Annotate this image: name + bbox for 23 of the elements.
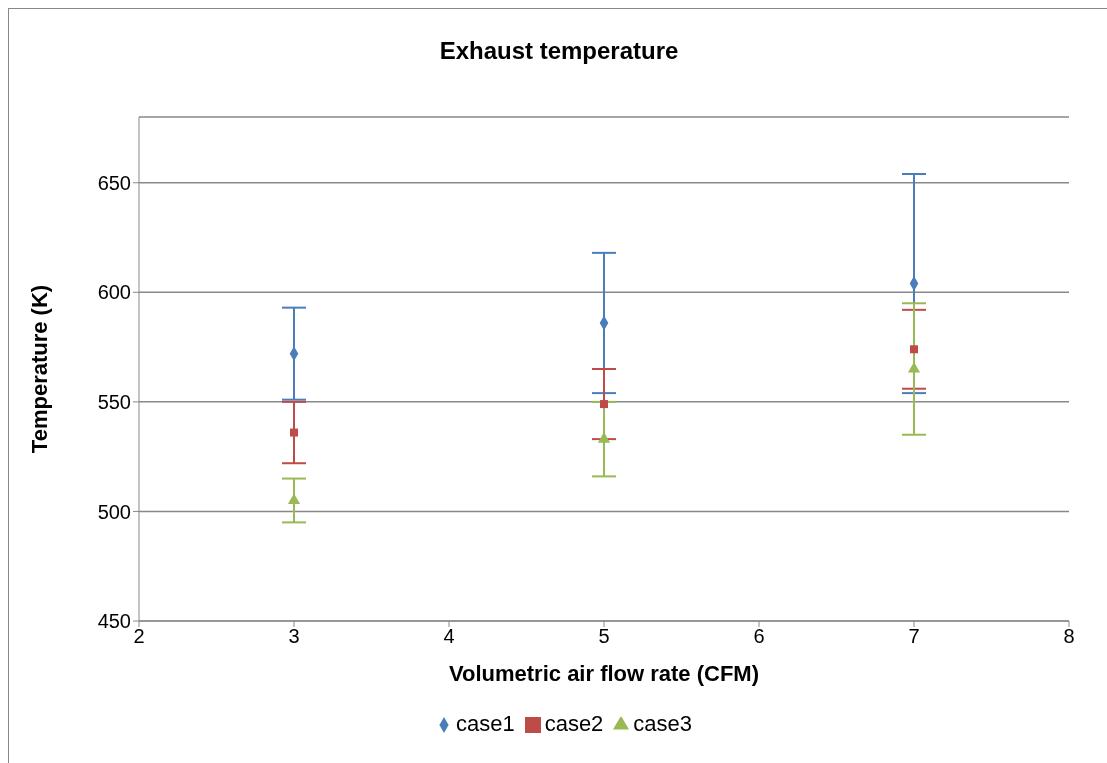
x-tick-label: 7 — [908, 625, 920, 648]
point — [600, 400, 608, 409]
y-tick-label: 500 — [97, 500, 131, 523]
point — [910, 345, 918, 354]
x-tick-label: 2 — [133, 625, 145, 648]
legend-label: case2 — [544, 711, 604, 736]
y-tick-label: 550 — [97, 390, 131, 413]
x-tick-label: 3 — [288, 625, 300, 648]
x-tick-label: 6 — [753, 625, 765, 648]
point — [290, 428, 298, 437]
point — [287, 493, 301, 504]
x-tick-label: 4 — [443, 625, 455, 648]
chart-title: Exhaust temperature — [438, 36, 680, 66]
y-tick-label: 650 — [97, 171, 131, 194]
y-tick-label: 600 — [97, 281, 131, 304]
legend-label: case1 — [455, 711, 515, 736]
x-tick-label: 5 — [598, 625, 610, 648]
legend-label: case3 — [633, 711, 693, 736]
x-tick-label: 8 — [1063, 625, 1075, 648]
y-tick-label: 450 — [97, 610, 131, 633]
x-axis-title: Volumetric air flow rate (CFM) — [448, 661, 760, 686]
point — [597, 432, 611, 443]
y-axis-title: Temperature (K) — [26, 284, 52, 454]
